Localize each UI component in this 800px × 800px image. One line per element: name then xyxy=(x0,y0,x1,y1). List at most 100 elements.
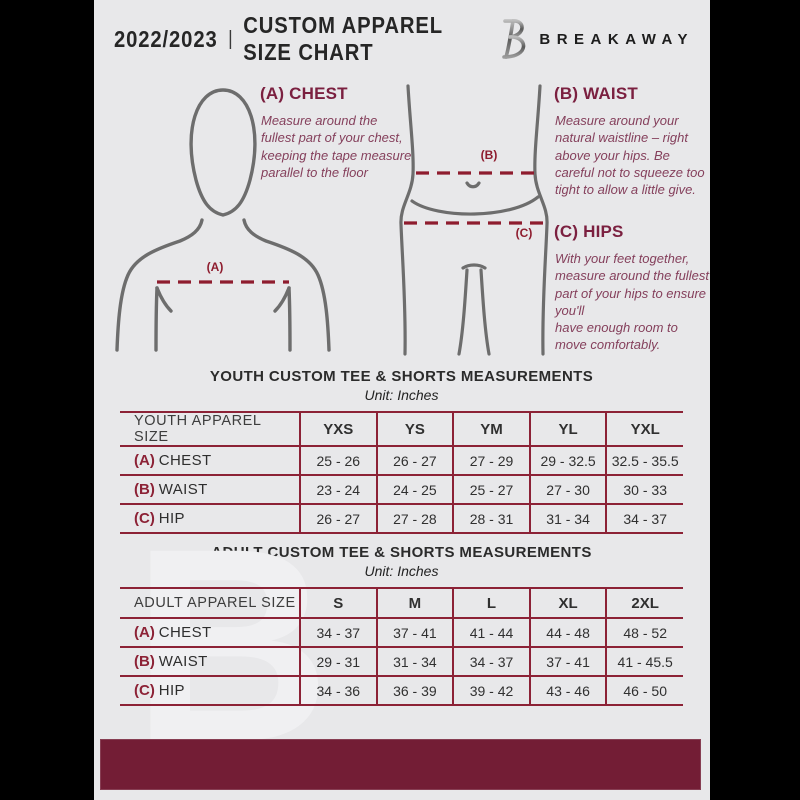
cell: 34 - 37 xyxy=(299,618,377,647)
page-title: CUSTOM APPAREL SIZE CHART xyxy=(243,12,443,65)
brand-lockup: BREAKAWAY xyxy=(492,17,694,61)
table-row: (B) WAIST 23 - 24 24 - 25 25 - 27 27 - 3… xyxy=(120,475,683,504)
flyer-header: 2022/2023 | CUSTOM APPAREL SIZE CHART BR… xyxy=(94,12,710,66)
cell: 24 - 25 xyxy=(375,475,454,504)
row-label: HIP xyxy=(158,510,185,527)
youth-col-header: YOUTH APPAREL SIZE xyxy=(134,413,262,445)
youth-col-header: YXL xyxy=(605,412,683,446)
cell: 31 - 34 xyxy=(375,647,454,676)
adult-header-row: ADULT APPAREL SIZE S M L XL 2XL xyxy=(120,588,683,618)
row-prefix: (A) xyxy=(134,624,155,641)
row-label: WAIST xyxy=(158,481,208,498)
cell: 36 - 39 xyxy=(375,676,454,705)
waist-marker-label: (B) xyxy=(480,148,498,162)
cell: 44 - 48 xyxy=(528,618,607,647)
table-row: (B) WAIST 29 - 31 31 - 34 34 - 37 37 - 4… xyxy=(120,647,683,676)
cell: 29 - 32.5 xyxy=(528,446,607,475)
brand-watermark: B xyxy=(132,492,331,799)
lower-body-silhouette xyxy=(399,84,549,356)
right-letterbox xyxy=(710,0,800,800)
brand-name: BREAKAWAY xyxy=(539,30,694,48)
hips-marker-label: (C) xyxy=(515,226,533,240)
adult-col-header: 2XL xyxy=(605,588,683,618)
navel xyxy=(465,181,481,189)
size-chart-flyer: B 2022/2023 | CUSTOM APPAREL SIZE CHART xyxy=(94,0,710,800)
row-header: (B) WAIST xyxy=(120,475,300,504)
cell: 41 - 44 xyxy=(452,618,530,647)
row-header: (C) HIP xyxy=(120,676,300,705)
youth-col-header: YXS xyxy=(299,412,377,446)
cell: 27 - 30 xyxy=(528,475,607,504)
row-header: (B) WAIST xyxy=(120,647,300,676)
row-prefix: (B) xyxy=(134,481,155,498)
cell: 37 - 41 xyxy=(375,618,454,647)
youth-section-title: YOUTH CUSTOM TEE & SHORTS MEASUREMENTS xyxy=(209,368,594,385)
youth-unit-label: Unit: Inches xyxy=(364,387,439,403)
cell: 27 - 28 xyxy=(375,504,454,533)
cell: 39 - 42 xyxy=(452,676,530,705)
cell: 34 - 36 xyxy=(299,676,377,705)
hip-curve xyxy=(410,195,540,216)
table-row: (A) CHEST 34 - 37 37 - 41 41 - 44 44 - 4… xyxy=(120,618,683,647)
row-label: WAIST xyxy=(158,653,208,670)
cell: 46 - 50 xyxy=(605,676,683,705)
youth-header-row: YOUTH APPAREL SIZE YXS YS YM YL YXL xyxy=(120,412,683,446)
waist-instructions: Measure around your natural waistline – … xyxy=(555,113,705,198)
adult-col-header: L xyxy=(452,588,530,618)
cell: 37 - 41 xyxy=(528,647,607,676)
youth-col-header: YM xyxy=(452,412,530,446)
flyer-title-group: 2022/2023 | CUSTOM APPAREL SIZE CHART xyxy=(114,12,447,66)
youth-size-table: YOUTH APPAREL SIZE YXS YS YM YL YXL (A) … xyxy=(120,411,683,534)
adult-col-header: ADULT APPAREL SIZE xyxy=(134,595,296,611)
youth-col-header: YS xyxy=(375,412,454,446)
hips-heading: (C) HIPS xyxy=(554,222,624,241)
row-prefix: (B) xyxy=(134,653,155,670)
cell: 26 - 27 xyxy=(375,446,454,475)
breakaway-logo-icon xyxy=(493,19,526,59)
adult-unit-label: Unit: Inches xyxy=(364,563,439,579)
row-prefix: (C) xyxy=(134,682,155,699)
cell: 41 - 45.5 xyxy=(605,647,683,676)
table-row: (C) HIP 26 - 27 27 - 28 28 - 31 31 - 34 … xyxy=(120,504,683,533)
row-label: CHEST xyxy=(158,624,212,641)
table-row: (C) HIP 34 - 36 36 - 39 39 - 42 43 - 46 … xyxy=(120,676,683,705)
youth-col-header: YL xyxy=(528,412,607,446)
cell: 48 - 52 xyxy=(605,618,683,647)
cell: 23 - 24 xyxy=(299,475,377,504)
title-separator: | xyxy=(228,27,233,50)
torso-silhouette xyxy=(115,88,331,352)
cell: 26 - 27 xyxy=(299,504,377,533)
hips-instructions: With your feet together, measure around … xyxy=(555,251,709,353)
left-letterbox xyxy=(0,0,94,800)
adult-section-title: ADULT CUSTOM TEE & SHORTS MEASUREMENTS xyxy=(211,544,592,561)
cell: 25 - 26 xyxy=(299,446,377,475)
cell: 25 - 27 xyxy=(452,475,530,504)
adult-col-header: XL xyxy=(528,588,607,618)
cell: 34 - 37 xyxy=(605,504,683,533)
cell: 28 - 31 xyxy=(452,504,530,533)
cell: 30 - 33 xyxy=(605,475,683,504)
row-label: CHEST xyxy=(158,452,212,469)
head-outline xyxy=(189,88,257,217)
row-header: (A) CHEST xyxy=(120,446,300,475)
waist-heading: (B) WAIST xyxy=(554,84,638,103)
cell: 31 - 34 xyxy=(528,504,607,533)
chest-heading: (A) CHEST xyxy=(260,84,348,103)
adult-col-header: S xyxy=(299,588,377,618)
season-label: 2022/2023 xyxy=(114,25,218,52)
row-prefix: (C) xyxy=(134,510,155,527)
chest-instructions: Measure around the fullest part of your … xyxy=(261,113,412,180)
cell: 34 - 37 xyxy=(452,647,530,676)
cell: 32.5 - 35.5 xyxy=(605,446,683,475)
row-prefix: (A) xyxy=(134,452,155,469)
cell: 43 - 46 xyxy=(528,676,607,705)
footer-bar xyxy=(100,739,701,790)
row-header: (C) HIP xyxy=(120,504,300,533)
adult-col-header: M xyxy=(375,588,454,618)
row-header: (A) CHEST xyxy=(120,618,300,647)
table-row: (A) CHEST 25 - 26 26 - 27 27 - 29 29 - 3… xyxy=(120,446,683,475)
cell: 27 - 29 xyxy=(452,446,530,475)
row-label: HIP xyxy=(158,682,185,699)
adult-size-table: ADULT APPAREL SIZE S M L XL 2XL (A) CHES… xyxy=(120,587,683,706)
chest-marker-label: (A) xyxy=(206,260,224,274)
